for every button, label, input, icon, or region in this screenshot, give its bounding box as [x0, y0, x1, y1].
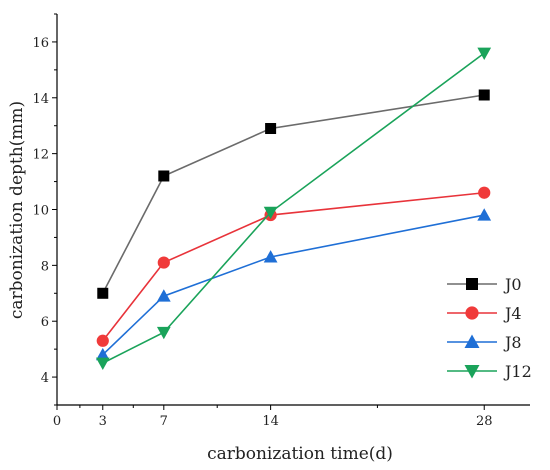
- data-point-j8: [156, 289, 171, 302]
- data-point-j8: [477, 208, 492, 221]
- axes: 0 3 7 14 28 4 6 8 10 12 14 16: [32, 13, 530, 429]
- legend-item-j8: J8: [447, 333, 522, 352]
- legend-label: J8: [503, 333, 522, 352]
- series-line-j0: [102, 94, 485, 294]
- x-tick-label: 0: [53, 414, 61, 429]
- data-point-j0: [265, 123, 277, 135]
- series-j4: [96, 186, 491, 347]
- data-point-j4: [157, 256, 170, 269]
- x-tick-label: 7: [160, 414, 168, 429]
- y-tick-label: 14: [32, 92, 49, 107]
- series-line-j4: [102, 191, 485, 342]
- data-point-j4: [96, 334, 109, 347]
- data-point-j0: [478, 89, 490, 101]
- x-tick-label: 28: [476, 414, 493, 429]
- legend-label: J12: [503, 362, 532, 381]
- y-tick-label: 10: [32, 204, 49, 219]
- legend-marker: [464, 365, 480, 379]
- series-line-j12: [102, 52, 485, 364]
- x-axis-title: carbonization time(d): [207, 444, 393, 464]
- legend-label: J0: [503, 275, 522, 294]
- legend-item-j0: J0: [447, 275, 522, 294]
- series-j12: [95, 47, 492, 370]
- data-point-j0: [97, 287, 109, 299]
- legend-item-j12: J12: [447, 362, 532, 381]
- series-line-j8: [102, 214, 485, 356]
- y-tick-label: 12: [32, 148, 49, 163]
- data-point-j12: [263, 206, 278, 220]
- series-j0: [97, 89, 490, 299]
- legend-marker: [465, 306, 479, 320]
- data-point-j12: [477, 47, 492, 60]
- data-point-j12: [156, 326, 171, 340]
- series-j8: [95, 208, 492, 361]
- y-tick-label: 16: [32, 36, 49, 51]
- data-point-j8: [263, 250, 278, 263]
- legend-label: J4: [503, 304, 522, 323]
- legend: J0 J4 J8 J12: [447, 275, 532, 381]
- y-tick-label: 6: [41, 315, 49, 330]
- data-point-j0: [158, 170, 170, 182]
- x-tick-label: 14: [262, 414, 279, 429]
- data-point-j4: [478, 186, 491, 199]
- data-point-j12: [95, 357, 110, 370]
- legend-marker: [464, 334, 480, 348]
- data-point-j8: [95, 347, 110, 361]
- x-tick-label: 3: [99, 414, 107, 429]
- legend-marker: [466, 278, 478, 290]
- y-tick-label: 4: [41, 371, 49, 386]
- series-layer: [95, 47, 492, 370]
- y-axis-title: carbonization depth(mm): [7, 101, 27, 319]
- legend-item-j4: J4: [447, 304, 522, 323]
- y-tick-label: 8: [41, 259, 49, 274]
